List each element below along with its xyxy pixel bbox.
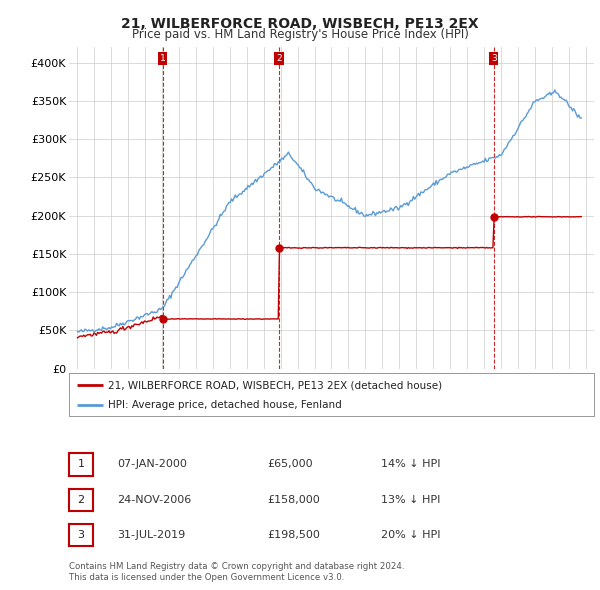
Text: 31-JUL-2019: 31-JUL-2019: [117, 530, 185, 540]
Text: £65,000: £65,000: [267, 460, 313, 469]
Text: £158,000: £158,000: [267, 495, 320, 504]
Text: 20% ↓ HPI: 20% ↓ HPI: [381, 530, 440, 540]
Text: 3: 3: [77, 530, 85, 540]
Text: Contains HM Land Registry data © Crown copyright and database right 2024.: Contains HM Land Registry data © Crown c…: [69, 562, 404, 571]
Text: 3: 3: [491, 54, 497, 63]
Text: £198,500: £198,500: [267, 530, 320, 540]
Text: 21, WILBERFORCE ROAD, WISBECH, PE13 2EX (detached house): 21, WILBERFORCE ROAD, WISBECH, PE13 2EX …: [109, 381, 443, 391]
Text: 14% ↓ HPI: 14% ↓ HPI: [381, 460, 440, 469]
Text: This data is licensed under the Open Government Licence v3.0.: This data is licensed under the Open Gov…: [69, 573, 344, 582]
Text: HPI: Average price, detached house, Fenland: HPI: Average price, detached house, Fenl…: [109, 401, 342, 410]
Text: 24-NOV-2006: 24-NOV-2006: [117, 495, 191, 504]
Text: 1: 1: [160, 54, 166, 63]
Text: 07-JAN-2000: 07-JAN-2000: [117, 460, 187, 469]
Text: 2: 2: [77, 495, 85, 504]
Text: 1: 1: [77, 460, 85, 469]
Text: Price paid vs. HM Land Registry's House Price Index (HPI): Price paid vs. HM Land Registry's House …: [131, 28, 469, 41]
Text: 2: 2: [276, 54, 282, 63]
Text: 21, WILBERFORCE ROAD, WISBECH, PE13 2EX: 21, WILBERFORCE ROAD, WISBECH, PE13 2EX: [121, 17, 479, 31]
Text: 13% ↓ HPI: 13% ↓ HPI: [381, 495, 440, 504]
